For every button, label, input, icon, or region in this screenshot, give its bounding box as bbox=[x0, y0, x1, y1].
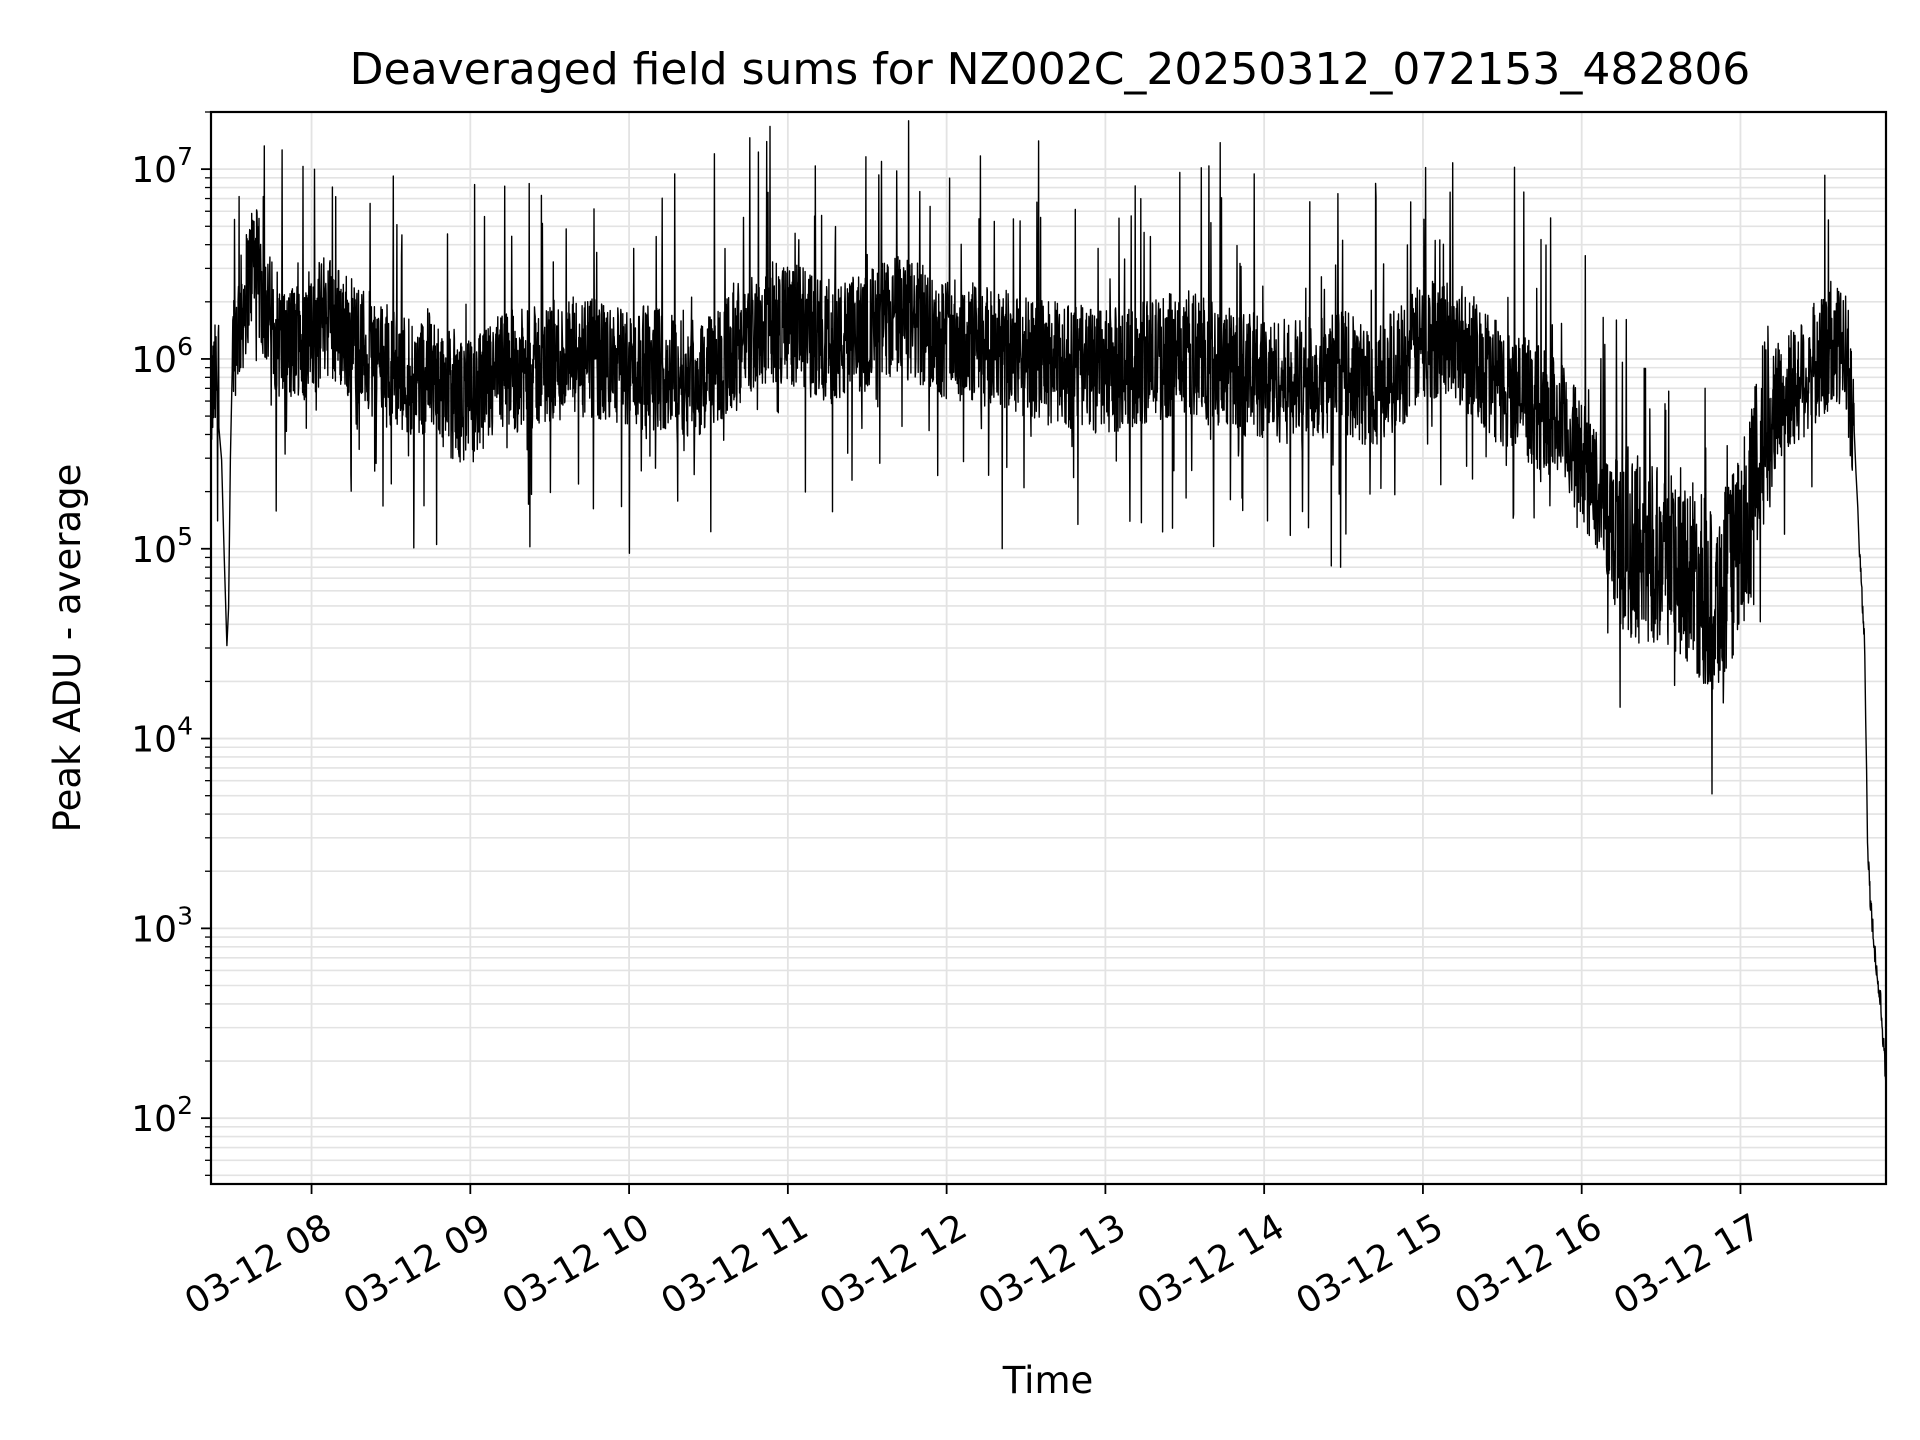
y-tick-label: 104 bbox=[131, 712, 193, 761]
y-tick-base: 10 bbox=[131, 1099, 177, 1140]
y-tick-base: 10 bbox=[131, 909, 177, 950]
y-tick-base: 10 bbox=[131, 530, 177, 571]
y-tick-exponent: 2 bbox=[177, 1091, 193, 1120]
y-tick-exponent: 4 bbox=[177, 712, 193, 741]
y-tick-exponent: 6 bbox=[177, 332, 193, 361]
y-tick-label: 103 bbox=[131, 901, 193, 950]
y-tick-label: 107 bbox=[131, 142, 193, 191]
series-line bbox=[210, 120, 1887, 1085]
y-tick-exponent: 5 bbox=[177, 522, 193, 551]
chart-title: Deaveraged field sums for NZ002C_2025031… bbox=[350, 44, 1751, 95]
y-tick-label: 105 bbox=[131, 522, 193, 571]
y-tick-exponent: 7 bbox=[177, 142, 193, 171]
y-tick-base: 10 bbox=[131, 340, 177, 381]
minor-gridlines bbox=[211, 111, 1886, 1177]
y-tick-exponent: 3 bbox=[177, 901, 193, 930]
x-axis-label: Time bbox=[1002, 1359, 1094, 1402]
y-tick-label: 102 bbox=[131, 1091, 193, 1140]
major-gridlines bbox=[211, 112, 1886, 1184]
y-tick-label: 106 bbox=[131, 332, 193, 381]
y-axis-label: Peak ADU - average bbox=[46, 464, 89, 833]
y-tick-base: 10 bbox=[131, 150, 177, 191]
y-tick-base: 10 bbox=[131, 720, 177, 761]
